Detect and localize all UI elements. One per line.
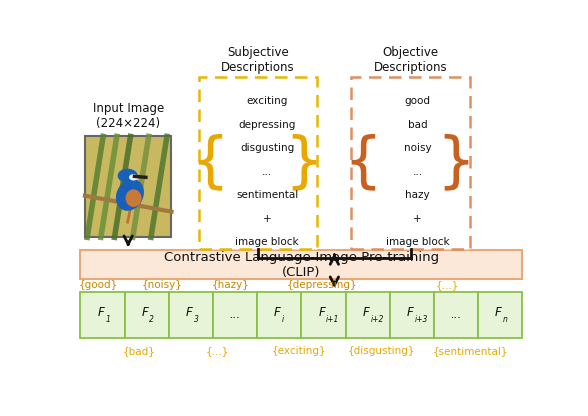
- Bar: [478, 292, 522, 338]
- Text: 1: 1: [105, 315, 110, 324]
- Text: Objective
Descriptions: Objective Descriptions: [374, 45, 447, 74]
- Text: Subjective
Descriptions: Subjective Descriptions: [221, 45, 295, 74]
- Text: +: +: [413, 214, 422, 224]
- Bar: [352, 77, 470, 248]
- Text: {disgusting}: {disgusting}: [348, 346, 415, 356]
- Bar: [257, 292, 302, 338]
- Text: {depressing}: {depressing}: [286, 280, 357, 290]
- Text: i+1: i+1: [326, 315, 339, 324]
- Bar: [81, 250, 522, 279]
- Text: ...: ...: [413, 167, 423, 177]
- Text: F: F: [362, 306, 369, 319]
- Text: {hazy}: {hazy}: [212, 280, 250, 290]
- Text: ...: ...: [262, 167, 272, 177]
- Text: sentimental: sentimental: [236, 190, 298, 200]
- Text: {sentimental}: {sentimental}: [432, 346, 507, 356]
- Text: F: F: [97, 306, 104, 319]
- Text: image block: image block: [386, 237, 449, 247]
- Text: {bad}: {bad}: [123, 346, 156, 356]
- Text: {: {: [191, 134, 230, 192]
- Bar: [390, 292, 434, 338]
- Circle shape: [118, 168, 138, 183]
- Text: {exciting}: {exciting}: [272, 346, 326, 356]
- Text: 3: 3: [193, 315, 199, 324]
- Text: }: }: [284, 134, 323, 192]
- Text: {...}: {...}: [436, 280, 459, 290]
- Text: 2: 2: [149, 315, 154, 324]
- Text: i+3: i+3: [415, 315, 428, 324]
- Text: disgusting: disgusting: [240, 143, 295, 153]
- Text: ...: ...: [229, 309, 240, 322]
- Bar: [125, 292, 169, 338]
- Text: exciting: exciting: [246, 96, 288, 106]
- Text: i: i: [282, 315, 284, 324]
- Text: +: +: [263, 214, 272, 224]
- Bar: [199, 77, 318, 248]
- Bar: [302, 292, 346, 338]
- Bar: [169, 292, 213, 338]
- Text: F: F: [318, 306, 325, 319]
- Text: hazy: hazy: [405, 190, 430, 200]
- Text: F: F: [186, 306, 192, 319]
- Text: n: n: [503, 315, 508, 324]
- Text: F: F: [407, 306, 413, 319]
- Text: {...}: {...}: [205, 346, 229, 356]
- Text: {: {: [343, 134, 382, 192]
- Bar: [434, 292, 478, 338]
- Bar: [85, 136, 172, 237]
- Text: F: F: [495, 306, 502, 319]
- Text: {good}: {good}: [79, 280, 118, 290]
- Text: i+2: i+2: [370, 315, 384, 324]
- Text: ...: ...: [450, 309, 462, 322]
- Bar: [213, 292, 257, 338]
- Text: image block: image block: [235, 237, 299, 247]
- Text: depressing: depressing: [239, 120, 296, 130]
- Text: noisy: noisy: [404, 143, 432, 153]
- Ellipse shape: [126, 189, 142, 207]
- Text: {noisy}: {noisy}: [142, 280, 183, 290]
- Text: Contrastive Language-Image Pre-training
(CLIP): Contrastive Language-Image Pre-training …: [164, 250, 439, 279]
- Text: F: F: [274, 306, 281, 319]
- Text: good: good: [405, 96, 430, 106]
- Bar: [81, 292, 125, 338]
- Text: Input Image
(224×224): Input Image (224×224): [92, 102, 164, 130]
- Ellipse shape: [116, 179, 144, 211]
- Bar: [346, 292, 390, 338]
- Text: }: }: [437, 134, 476, 192]
- Circle shape: [129, 174, 138, 181]
- Text: bad: bad: [407, 120, 427, 130]
- Text: F: F: [142, 306, 148, 319]
